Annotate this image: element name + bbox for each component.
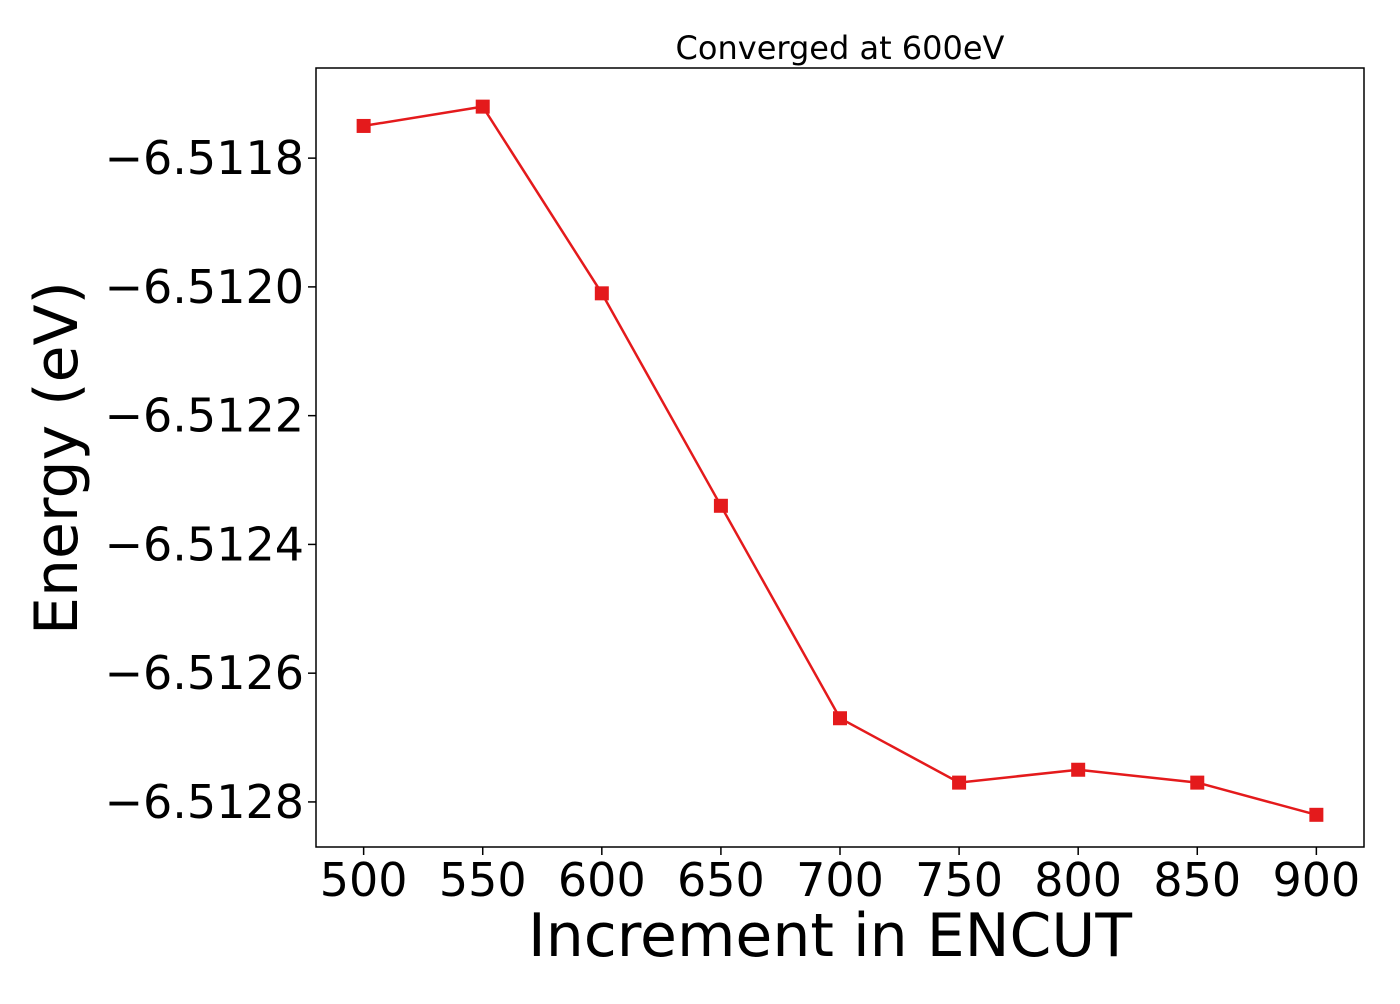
data-point-marker [952, 775, 967, 790]
series-layer [356, 99, 1324, 822]
x-axis-label: Increment in ENCUT [528, 901, 1132, 971]
data-point-marker [356, 118, 371, 133]
data-point-marker [1071, 762, 1086, 777]
y-tick-label: −6.5124 [105, 517, 305, 571]
chart-title: Converged at 600eV [676, 29, 1005, 67]
x-tick-label: 700 [796, 853, 884, 907]
x-tick-label: 800 [1034, 853, 1122, 907]
x-tick-label: 550 [439, 853, 527, 907]
x-tick-label: 850 [1153, 853, 1241, 907]
x-tick-label: 500 [320, 853, 408, 907]
data-point-marker [833, 711, 847, 726]
plot-area-frame [315, 67, 1365, 848]
x-tick-label: 900 [1272, 853, 1360, 907]
y-tick-label: −6.5122 [105, 389, 305, 443]
data-point-marker [1309, 807, 1324, 822]
y-tick-label: −6.5128 [105, 775, 305, 829]
x-tick-label: 650 [677, 853, 765, 907]
data-point-marker [713, 498, 728, 513]
data-point-marker [475, 99, 490, 114]
y-axis-label: Energy (eV) [22, 281, 92, 635]
y-tick-label: −6.5120 [105, 260, 305, 314]
y-tick-label: −6.5126 [105, 646, 305, 700]
x-tick-label: 600 [558, 853, 646, 907]
x-axis-ticks: 500 550 600 650 700 750 800 850 900 [320, 847, 1360, 907]
data-point-marker [594, 286, 609, 301]
series-line [363, 105, 1317, 817]
y-tick-label: −6.5118 [105, 131, 305, 185]
x-tick-label: 750 [915, 853, 1003, 907]
y-axis-ticks: −6.5118 −6.5120 −6.5122 −6.5124 −6.5126 −6.51… [105, 131, 316, 829]
data-point-marker [1190, 775, 1205, 790]
